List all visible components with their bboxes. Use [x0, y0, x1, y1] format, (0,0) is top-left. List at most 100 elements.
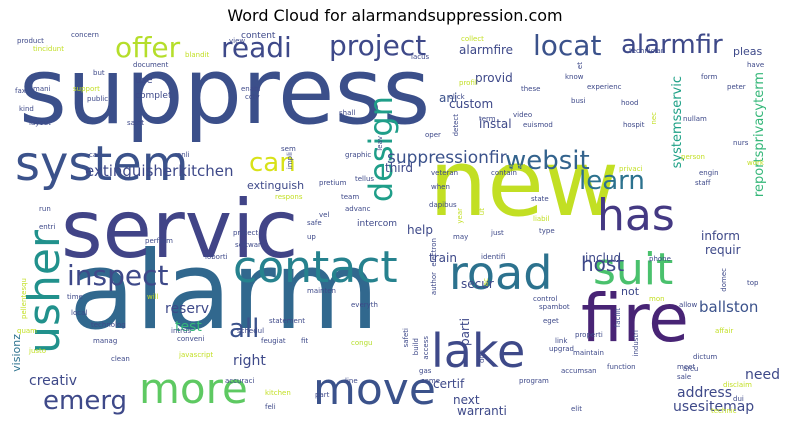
- word-blandit: blandit: [185, 51, 210, 59]
- word-inspect: inspect: [67, 259, 169, 292]
- word-link: link: [555, 337, 568, 345]
- word-alarm: alarm: [69, 229, 380, 354]
- word-lacus: lacus: [411, 53, 430, 61]
- word-manag: manag: [93, 337, 118, 345]
- word-hood: hood: [621, 99, 639, 107]
- word-phone: phone: [649, 255, 671, 263]
- word-conveni: conveni: [177, 335, 205, 343]
- word-quam: quam: [17, 327, 37, 335]
- word-state: state: [531, 195, 549, 203]
- word-kitchen: kitchen: [265, 389, 291, 397]
- word-next: next: [453, 393, 480, 407]
- word-pretium: pretium: [319, 179, 347, 187]
- word-secur: secur: [461, 277, 494, 291]
- word-year: year: [456, 208, 464, 224]
- word-contact: contact: [233, 242, 398, 293]
- word-enabl: enabl: [241, 85, 261, 93]
- word-clean: clean: [111, 355, 130, 363]
- word-instal: instal: [479, 117, 512, 131]
- word-may: may: [453, 233, 469, 241]
- word-veteran: veteran: [431, 169, 459, 177]
- word-reserv: reserv: [165, 301, 210, 317]
- word-sem: sem: [281, 145, 296, 153]
- word-creativ: creativ: [29, 373, 78, 389]
- chart-title: Word Cloud for alarmandsuppression.com: [227, 6, 563, 25]
- word-document: document: [133, 61, 169, 69]
- word-fax: fax: [15, 87, 26, 95]
- word-control: control: [533, 295, 558, 303]
- word-video: video: [513, 111, 533, 119]
- word-locat: locat: [533, 32, 602, 62]
- word-help: help: [407, 223, 433, 237]
- word-some: some: [421, 377, 441, 385]
- word-system: system: [15, 136, 189, 192]
- word-nurs: nurs: [733, 139, 749, 147]
- word-nullam: nullam: [683, 115, 707, 123]
- word-pellentesqu: pellentesqu: [20, 278, 28, 319]
- word-when: when: [431, 183, 450, 191]
- word-entri: entri: [39, 223, 56, 231]
- word-mainten: mainten: [307, 287, 336, 295]
- word-saint: saint: [127, 119, 145, 127]
- word-et: et: [576, 62, 584, 70]
- word-cctv: cctv: [245, 93, 260, 101]
- word-protect: protect: [233, 229, 259, 237]
- word-kind: kind: [19, 105, 34, 113]
- word-ani: ani: [439, 91, 458, 105]
- word-industri: industri: [632, 330, 640, 357]
- word-complet: complet: [135, 91, 172, 101]
- word-dictum: dictum: [693, 353, 718, 361]
- word-softwar: softwar: [235, 241, 261, 249]
- word-usesitemap: usesitemap: [673, 399, 755, 415]
- word-allow: allow: [679, 301, 698, 309]
- word-reportsprivacyterm: reportsprivacyterm: [752, 72, 767, 198]
- word-build: build: [412, 338, 420, 356]
- word-up: up: [307, 233, 316, 241]
- word-not: not: [621, 285, 640, 298]
- word-product: product: [17, 37, 44, 45]
- word-call: call: [89, 151, 102, 159]
- word-can: can: [249, 148, 296, 178]
- word-tincidunt: tincidunt: [33, 45, 64, 53]
- word-view: view: [229, 37, 246, 45]
- word-schedul: schedul: [237, 327, 265, 335]
- word-eget: eget: [543, 317, 559, 325]
- word-function: function: [607, 363, 636, 371]
- word-websit: websit: [505, 146, 590, 176]
- word-includ: includ: [585, 251, 622, 265]
- word-advanc: advanc: [345, 205, 371, 213]
- word-type: type: [539, 227, 555, 235]
- word-alarmfire: alarmfire: [459, 43, 514, 57]
- word-elit: elit: [571, 405, 582, 413]
- word-parti: parti: [458, 318, 472, 346]
- word-accumsan: accumsan: [561, 367, 597, 375]
- word-contain: contain: [491, 169, 517, 177]
- word-learn: learn: [579, 166, 645, 196]
- word-affair: affair: [715, 327, 734, 335]
- word-use: use: [135, 75, 153, 86]
- word-all: all: [229, 314, 260, 344]
- word-peter: peter: [727, 83, 746, 91]
- word-warranti: warranti: [457, 404, 507, 417]
- word-report: report: [505, 163, 527, 171]
- word-vel: vel: [319, 211, 330, 219]
- word-requir: requir: [705, 243, 741, 257]
- word-just: just: [491, 229, 504, 237]
- word-part: part: [315, 391, 330, 399]
- word-will: will: [147, 293, 159, 301]
- word-busi: busi: [571, 97, 586, 105]
- word-electron: electron: [430, 238, 438, 267]
- word-statement: statement: [269, 317, 306, 325]
- word-oper: oper: [425, 131, 441, 139]
- word-train: train: [429, 251, 457, 265]
- word-fit: fit: [301, 337, 309, 345]
- word-move: move: [313, 364, 436, 415]
- word-disclaim: disclaim: [723, 381, 752, 389]
- word-shall: shall: [339, 109, 356, 117]
- word-team: team: [341, 193, 360, 201]
- word-ut: ut: [478, 208, 486, 216]
- word-local: local: [71, 309, 88, 317]
- word-concern: concern: [71, 32, 99, 39]
- word-intrus: intrus: [171, 327, 192, 335]
- word-gas: gas: [419, 367, 432, 375]
